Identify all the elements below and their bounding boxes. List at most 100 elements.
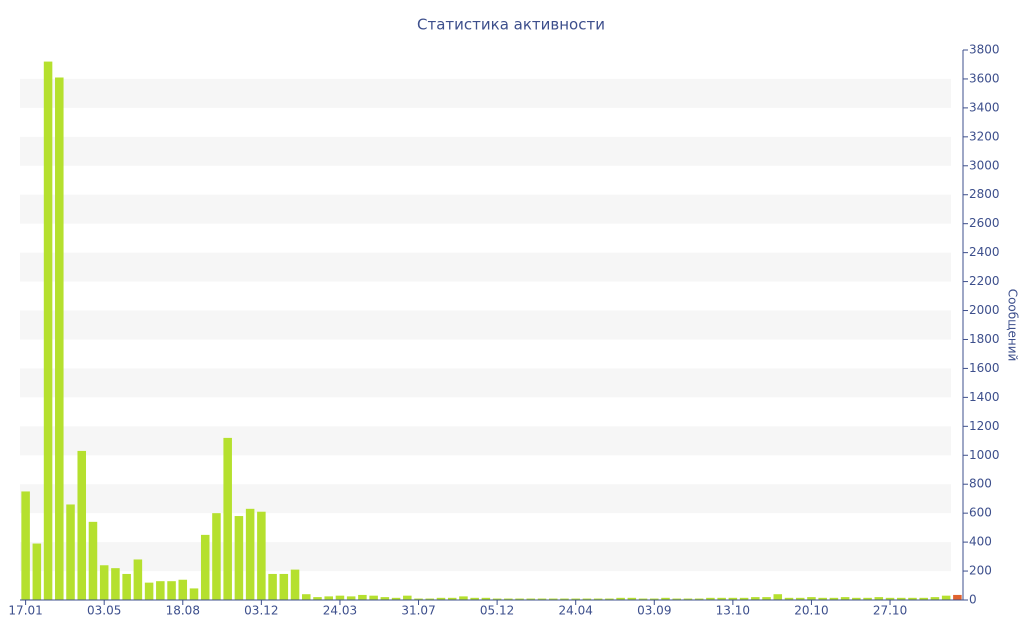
bar [43,61,53,600]
bar [795,597,805,600]
y-tick-label: 2000 [969,303,1000,317]
y-tick-label: 3200 [969,129,1000,143]
y-tick-label: 1000 [969,448,1000,462]
x-tick-label: 05.12 [480,604,514,618]
y-tick-label: 3400 [969,100,1000,114]
y-tick-label: 200 [969,564,992,578]
bar [447,597,457,600]
bar [885,597,895,600]
bar [324,596,333,600]
bar [189,588,199,600]
x-tick-label: 03.05 [87,604,121,618]
grid-band [20,78,951,108]
bar [88,521,98,600]
y-tick-label: 2200 [969,274,1000,288]
grid-band [20,310,951,340]
bar [762,597,771,600]
bar [257,511,266,600]
bar [66,504,75,600]
bar [279,573,289,600]
bar [481,597,491,600]
bar [111,568,120,600]
bar [896,597,906,600]
bar [492,598,502,600]
bar [548,598,558,600]
bar [302,594,311,600]
y-tick-label: 3600 [969,71,1000,85]
bar [380,597,390,600]
bar [773,594,783,600]
bar [245,508,255,600]
y-tick-label: 600 [969,506,992,520]
x-tick-label: 24.03 [323,604,357,618]
y-axis-label: Сообщений [1006,289,1020,362]
bar [919,597,928,600]
grid-band [20,426,951,456]
x-tick-label: 24.04 [559,604,593,618]
bar [852,597,861,600]
bar [941,595,951,600]
bar [200,534,210,600]
bar [638,598,648,600]
bar [560,598,569,600]
bar [504,598,513,600]
bar [99,565,109,600]
bar [178,579,188,600]
grid-band [20,194,951,224]
bar [425,598,435,600]
y-tick-label: 1400 [969,390,1000,404]
bar [807,597,816,600]
bar [223,437,232,600]
bar [593,598,603,600]
bar [571,598,580,600]
y-tick-label: 1800 [969,332,1000,346]
x-tick-label: 20.10 [794,604,828,618]
bar [369,595,378,600]
y-tick-label: 1600 [969,361,1000,375]
chart-title: Статистика активности [417,16,605,34]
bar [77,450,87,600]
bar [784,597,794,600]
y-tick-label: 2600 [969,216,1000,230]
bar [290,569,300,600]
x-tick-label: 13.10 [716,604,750,618]
x-tick-label: 03.09 [637,604,671,618]
bar [470,597,479,600]
bar [863,597,872,600]
bar [650,598,659,600]
bar [133,559,143,600]
x-tick-label: 18.08 [166,604,200,618]
bar [605,598,614,600]
y-tick-label: 2400 [969,245,1000,259]
x-tick-label: 27.10 [873,604,907,618]
bar [268,573,277,600]
bar [144,582,154,600]
y-tick-label: 0 [969,593,977,607]
y-tick-label: 800 [969,477,992,491]
bar [661,597,670,600]
y-tick-label: 3800 [969,43,1000,57]
bar [403,595,412,600]
bar [436,597,446,600]
bar [313,597,322,600]
grid-band [20,484,951,514]
bar [683,598,693,600]
bar [953,594,962,600]
grid-band [20,136,951,166]
bar [874,597,884,600]
x-tick-label: 31.07 [401,604,435,618]
bar [414,598,423,600]
bar [728,597,738,600]
grid-band [20,252,951,282]
bar [739,597,749,600]
grid-band [20,542,951,572]
bar [335,595,345,600]
bar [694,598,704,600]
bar [672,598,681,600]
bar [829,597,839,600]
bar [908,597,917,600]
bar [55,77,64,600]
bar [717,597,726,600]
